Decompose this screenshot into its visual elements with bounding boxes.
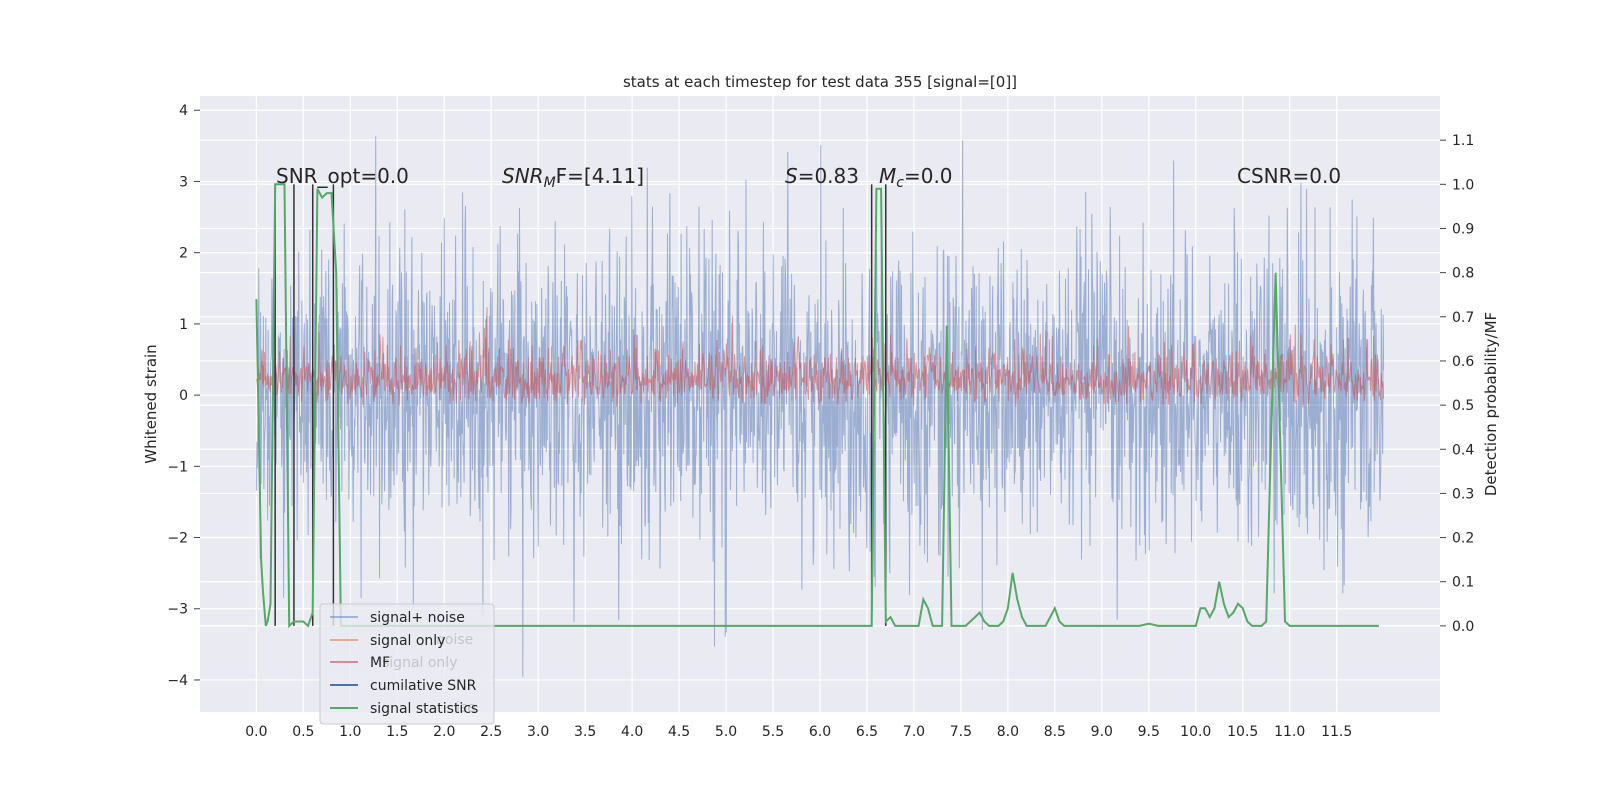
annotation-snr-mf-sub: M (544, 175, 556, 191)
x-tick-label: 0.5 (292, 724, 314, 740)
x-tick-label: 4.5 (668, 724, 690, 740)
x-tick-label: 2.0 (433, 724, 455, 740)
annotation-snr-opt: SNR_opt=0.0 (276, 164, 409, 188)
y-tick-label: 1 (179, 317, 188, 333)
x-tick-label: 3.5 (574, 724, 596, 740)
annotation-s: S=0.83 (785, 164, 859, 188)
x-tick-label: 10.0 (1180, 724, 1211, 740)
y2-axis-label: Detection probability/MF (1482, 312, 1500, 496)
legend-label-signal-statistics: signal statistics (370, 701, 478, 717)
y2-tick-label: 0.4 (1452, 442, 1474, 458)
x-tick-label: 1.0 (339, 724, 361, 740)
y-tick-label: 4 (179, 103, 188, 119)
x-tick-label: 11.0 (1274, 724, 1305, 740)
y2-tick-label: 0.5 (1452, 398, 1474, 414)
legend-label-signal-only: signal only (370, 633, 445, 649)
y-tick-label: −1 (167, 459, 188, 475)
legend-ghost-text-3: ise (456, 700, 476, 716)
y2-tick-label: 1.0 (1452, 177, 1474, 193)
x-tick-label: 9.5 (1138, 724, 1160, 740)
series-signal-statistics (255, 183, 1379, 629)
annotation-s-rest: =0.83 (798, 164, 859, 188)
x-tick-label: 1.5 (386, 724, 408, 740)
y2-tick-label: 0.7 (1452, 310, 1474, 326)
y2-tick-label: 0.3 (1452, 486, 1474, 502)
x-tick-label: 5.0 (715, 724, 737, 740)
y-tick-label: −3 (167, 602, 188, 618)
y2-tick-label: 0.8 (1452, 266, 1474, 282)
annotation-snr-mf-rest: F=[4.11] (556, 164, 644, 188)
series-mf-line (255, 307, 1385, 408)
chart-title: stats at each timestep for test data 355… (623, 73, 1017, 91)
annotation-mc-main: M (879, 164, 896, 188)
y2-tick-label: 0.2 (1452, 531, 1474, 547)
legend-label-cumilative-snr: cumilative SNR (370, 678, 477, 694)
y-tick-label: 3 (179, 174, 188, 190)
y-axis-ticks: 4 3 2 1 0 −1 −2 −3 −4 (167, 103, 200, 689)
series-signal-noise (255, 136, 1385, 677)
y2-tick-label: 0.0 (1452, 619, 1474, 635)
y2-tick-label: 0.1 (1452, 575, 1474, 591)
legend-label-signal-noise: signal+ noise (370, 610, 465, 626)
x-tick-label: 11.5 (1321, 724, 1352, 740)
x-tick-label: 7.0 (903, 724, 925, 740)
y-tick-label: −2 (167, 531, 188, 547)
x-tick-label: 9.0 (1091, 724, 1113, 740)
x-tick-label: 2.5 (480, 724, 502, 740)
x-tick-label: 8.5 (1044, 724, 1066, 740)
x-tick-label: 0.0 (245, 724, 267, 740)
vertical-marker-lines (274, 184, 887, 626)
y2-tick-label: 0.9 (1452, 221, 1474, 237)
y2-axis-ticks: 1.1 1.0 0.9 0.8 0.7 0.6 0.5 0.4 0.3 0.2 0.1 0.0 (1440, 133, 1474, 635)
y-axis-label: Whitened strain (142, 344, 160, 463)
legend-label-mf: MF (370, 655, 390, 671)
x-tick-label: 3.0 (527, 724, 549, 740)
x-tick-label: 7.5 (950, 724, 972, 740)
x-tick-label: 5.5 (762, 724, 784, 740)
x-tick-label: 6.0 (809, 724, 831, 740)
legend-ghost-text-2: signal only (382, 655, 457, 671)
y2-tick-label: 1.1 (1452, 133, 1474, 149)
y-tick-label: 0 (179, 388, 188, 404)
x-tick-label: 4.0 (621, 724, 643, 740)
legend: noise signal only ise signal+ noise sign… (319, 603, 495, 725)
x-axis-ticks: 0.0 0.5 1.0 1.5 2.0 2.5 3.0 3.5 4.0 4.5 5.0 5.5 6.0 6… (245, 724, 1352, 740)
y-tick-label: −4 (167, 673, 188, 689)
legend-ghost-text-1: noise (436, 632, 473, 648)
annotation-csnr: CSNR=0.0 (1237, 164, 1341, 188)
annotation-mc-sub: c (896, 175, 904, 191)
annotation-snr-mf: SNRMF=[4.11] (502, 164, 644, 191)
y-tick-label: 2 (179, 246, 188, 262)
series-mf (255, 307, 1385, 408)
annotation-mc: Mc=0.0 (879, 164, 953, 191)
legend-box (319, 603, 495, 725)
annotation-mc-rest: =0.0 (904, 164, 953, 188)
x-tick-label: 6.5 (856, 724, 878, 740)
annotation-s-main: S (785, 164, 798, 188)
y2-tick-label: 0.6 (1452, 354, 1474, 370)
annotation-snr-mf-main: SNR (502, 164, 544, 188)
x-tick-label: 10.5 (1227, 724, 1258, 740)
series-signal-noise-line (255, 136, 1385, 677)
x-tick-label: 8.0 (997, 724, 1019, 740)
series-signal-statistics-line (255, 183, 1379, 629)
